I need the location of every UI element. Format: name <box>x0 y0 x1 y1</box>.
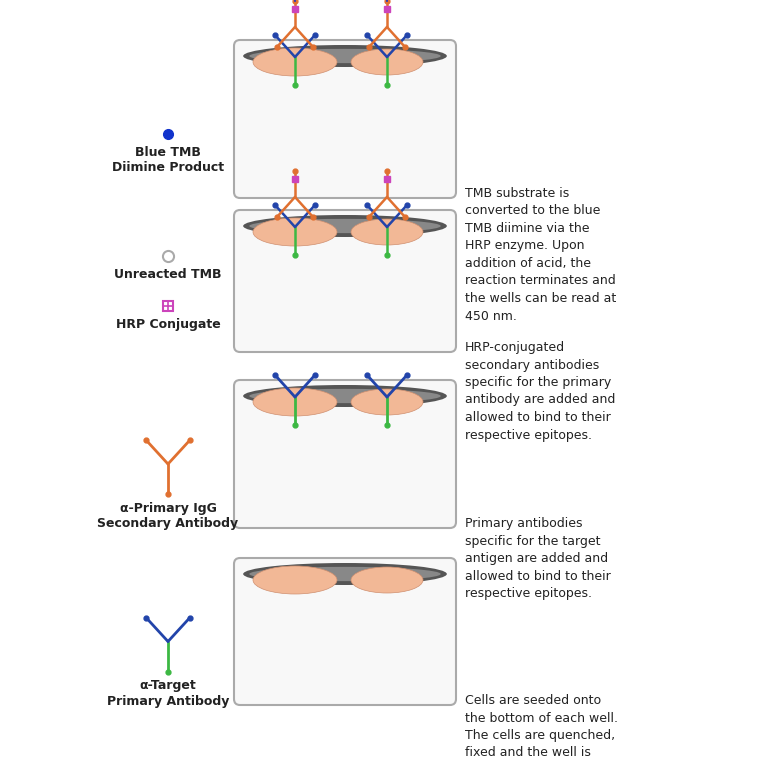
Ellipse shape <box>351 219 423 245</box>
Text: α-Primary IgG
Secondary Antibody: α-Primary IgG Secondary Antibody <box>98 502 238 530</box>
FancyBboxPatch shape <box>234 380 456 528</box>
Ellipse shape <box>253 388 337 416</box>
Text: TMB substrate is
converted to the blue
TMB diimine via the
HRP enzyme. Upon
addi: TMB substrate is converted to the blue T… <box>465 187 617 322</box>
Text: HRP Conjugate: HRP Conjugate <box>115 318 220 331</box>
Ellipse shape <box>243 215 447 237</box>
Ellipse shape <box>351 567 423 593</box>
Ellipse shape <box>243 45 447 67</box>
Text: α-Target
Primary Antibody: α-Target Primary Antibody <box>107 679 229 707</box>
Text: Blue TMB
Diimine Product: Blue TMB Diimine Product <box>112 146 224 174</box>
Text: Cells are seeded onto
the bottom of each well.
The cells are quenched,
fixed and: Cells are seeded onto the bottom of each… <box>465 694 618 764</box>
Ellipse shape <box>243 385 447 407</box>
FancyBboxPatch shape <box>234 40 456 198</box>
FancyBboxPatch shape <box>234 558 456 705</box>
Ellipse shape <box>253 218 337 246</box>
FancyBboxPatch shape <box>234 210 456 352</box>
Ellipse shape <box>249 49 441 63</box>
Ellipse shape <box>249 219 441 233</box>
Ellipse shape <box>249 567 441 581</box>
Ellipse shape <box>253 48 337 76</box>
Text: HRP-conjugated
secondary antibodies
specific for the primary
antibody are added : HRP-conjugated secondary antibodies spec… <box>465 341 615 442</box>
Ellipse shape <box>243 563 447 585</box>
Text: Primary antibodies
specific for the target
antigen are added and
allowed to bind: Primary antibodies specific for the targ… <box>465 517 610 600</box>
Ellipse shape <box>253 566 337 594</box>
Ellipse shape <box>351 49 423 75</box>
Ellipse shape <box>351 389 423 415</box>
Text: Unreacted TMB: Unreacted TMB <box>115 268 222 281</box>
Ellipse shape <box>249 389 441 403</box>
